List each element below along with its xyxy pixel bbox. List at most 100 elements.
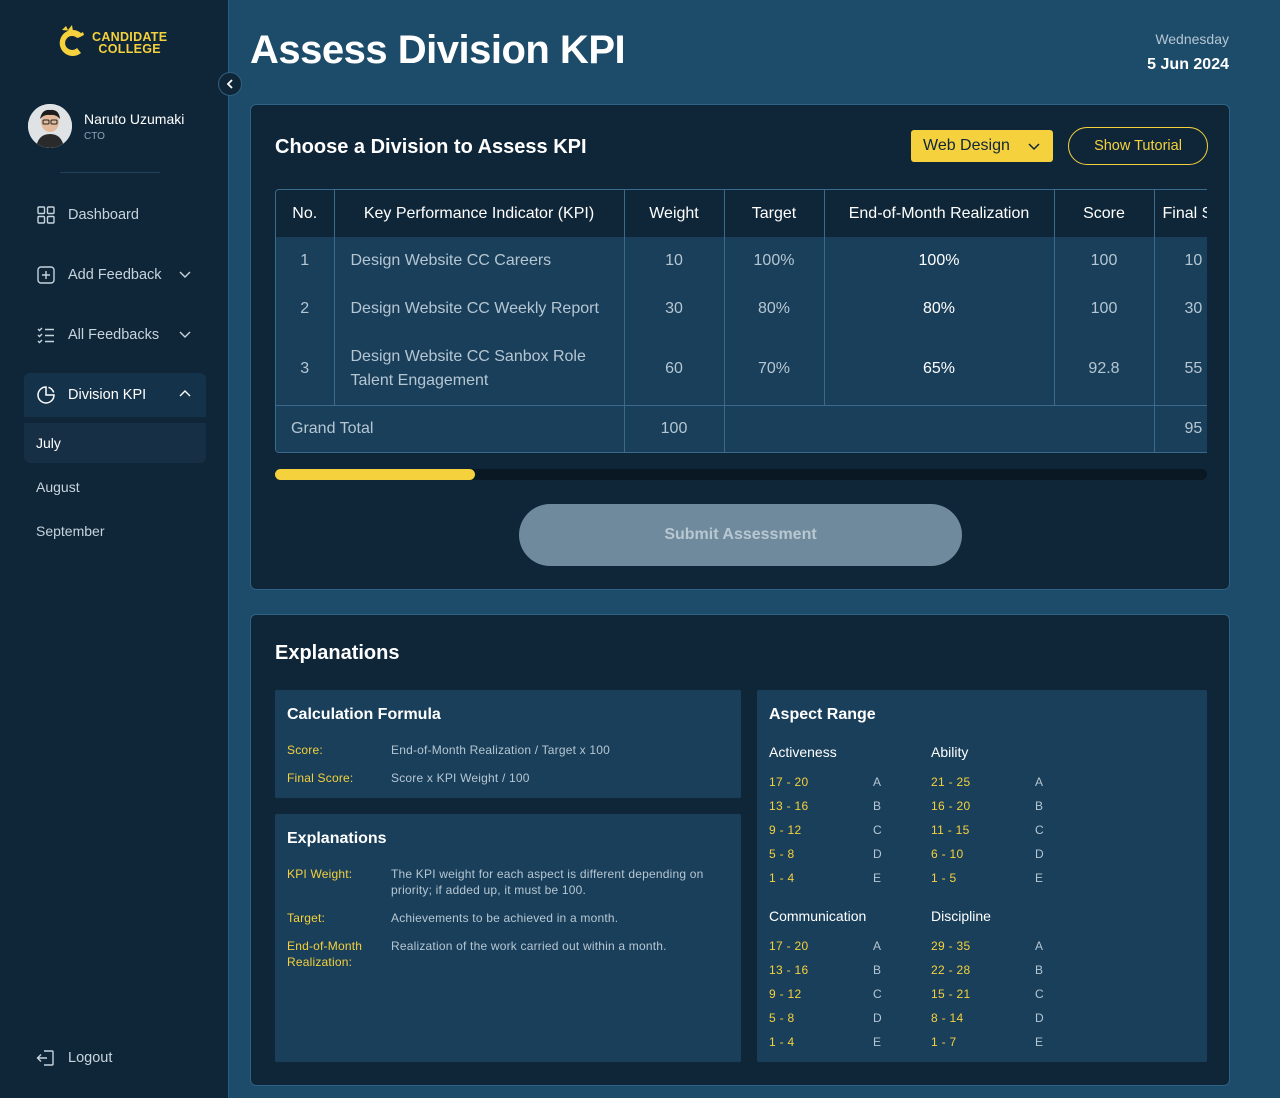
cell-realization[interactable]: 100%: [824, 237, 1055, 285]
logout-label: Logout: [68, 1050, 113, 1066]
sidebar-subitem-september[interactable]: September: [36, 523, 105, 539]
sidebar-item-label: All Feedbacks: [68, 327, 160, 343]
avatar: [28, 104, 72, 148]
user-profile[interactable]: Naruto Uzumaki CTO: [28, 104, 184, 148]
table-row: 2 Design Website CC Weekly Report 30 80%…: [276, 285, 1207, 333]
col-header-kpi: Key Performance Indicator (KPI): [334, 190, 625, 237]
aspect-range-value: 8 - 14: [931, 1011, 964, 1025]
kpi-table: No. Key Performance Indicator (KPI) Weig…: [276, 190, 1207, 452]
cell-weight: 10: [624, 237, 725, 285]
cell-final-score: 10: [1154, 237, 1207, 285]
grid-icon: [36, 205, 56, 225]
page-title: Assess Division KPI: [250, 28, 626, 72]
sidebar: CANDIDATE COLLEGE Naruto Uzumaki CTO: [0, 0, 229, 1098]
current-date: 5 Jun 2024: [1147, 56, 1229, 73]
division-select[interactable]: Web Design: [911, 130, 1053, 162]
aspect-range-value: 1 - 4: [769, 1035, 795, 1049]
aspect-range-value: 5 - 8: [769, 1011, 795, 1025]
grand-total-empty: [724, 404, 1155, 452]
current-day: Wednesday: [1155, 31, 1229, 47]
aspect-grade: D: [1035, 1011, 1044, 1025]
cell-score: 92.8: [1054, 333, 1155, 405]
aspect-range-value: 16 - 20: [931, 799, 971, 813]
formula-value: Score x KPI Weight / 100: [391, 771, 530, 785]
table-scrollbar-thumb[interactable]: [275, 469, 476, 480]
col-header-final-score: Final Score: [1154, 190, 1207, 237]
cell-target: 80%: [724, 285, 825, 333]
submit-assessment-button[interactable]: Submit Assessment: [519, 504, 962, 566]
formula-label: Score:: [287, 743, 323, 757]
logout-icon: [36, 1050, 54, 1066]
definition-value: Achievements to be achieved in a month.: [391, 911, 619, 925]
show-tutorial-button[interactable]: Show Tutorial: [1068, 127, 1208, 165]
aspect-grade: A: [1035, 775, 1044, 789]
col-header-realization: End-of-Month Realization: [824, 190, 1055, 237]
cell-target: 100%: [724, 237, 825, 285]
candidate-college-logo-icon: [59, 25, 84, 56]
cell-score: 100: [1054, 237, 1155, 285]
aspect-range-panel: Aspect Range Activeness 17 - 20 A 13 - 16 B 9…: [757, 690, 1207, 1062]
table-row: 1 Design Website CC Careers 10 100% 100%…: [276, 237, 1207, 285]
aspect-grade: A: [873, 775, 882, 789]
checklist-icon: [36, 325, 56, 345]
cell-kpi: Design Website CC Sanbox Role Talent Eng…: [334, 333, 625, 405]
sidebar-subitem-july[interactable]: July: [24, 423, 206, 463]
aspect-group-name: Activeness: [769, 744, 837, 760]
aspect-range-value: 13 - 16: [769, 963, 809, 977]
aspect-range-value: 17 - 20: [769, 775, 809, 789]
definition-label: Target:: [287, 911, 326, 925]
plus-square-icon: [36, 265, 56, 285]
table-header-row: No. Key Performance Indicator (KPI) Weig…: [276, 190, 1207, 237]
aspect-range-value: 13 - 16: [769, 799, 809, 813]
aspect-grade: E: [873, 871, 882, 885]
table-row: 3 Design Website CC Sanbox Role Talent E…: [276, 333, 1207, 405]
definitions-title: Explanations: [287, 830, 387, 847]
sidebar-subitem-august[interactable]: August: [36, 479, 80, 495]
aspect-grade: A: [1035, 939, 1044, 953]
explanations-card: Explanations Calculation Formula Score: …: [250, 614, 1230, 1086]
aspect-grade: E: [873, 1035, 882, 1049]
cell-kpi: Design Website CC Careers: [334, 237, 625, 285]
sidebar-item-label: Add Feedback: [68, 267, 162, 283]
aspect-grade: A: [873, 939, 882, 953]
cell-final-score: 30: [1154, 285, 1207, 333]
assess-kpi-card: Choose a Division to Assess KPI Web Desi…: [250, 104, 1230, 590]
formula-label: Final Score:: [287, 771, 354, 785]
cell-realization[interactable]: 65%: [824, 333, 1055, 405]
sidebar-item-label: Division KPI: [68, 387, 147, 403]
cell-weight: 60: [624, 333, 725, 405]
cell-no: 3: [276, 333, 335, 405]
aspect-grade: C: [873, 823, 882, 837]
brand-logo[interactable]: CANDIDATE COLLEGE: [56, 24, 167, 62]
col-header-weight: Weight: [624, 190, 725, 237]
grand-total-weight: 100: [624, 404, 725, 452]
cell-weight: 30: [624, 285, 725, 333]
chevron-up-icon: [179, 390, 191, 397]
aspect-range-value: 5 - 8: [769, 847, 795, 861]
sidebar-item-dashboard[interactable]: Dashboard: [24, 193, 206, 237]
grand-total-label: Grand Total: [276, 404, 625, 452]
formula-value: End-of-Month Realization / Target x 100: [391, 743, 611, 757]
logout-button[interactable]: Logout: [36, 1048, 112, 1068]
user-name: Naruto Uzumaki: [84, 110, 185, 127]
chevron-down-icon: [1028, 143, 1040, 151]
definition-label: End-of-Month Realization:: [287, 939, 363, 969]
aspect-range-value: 1 - 7: [931, 1035, 957, 1049]
aspect-group-name: Ability: [931, 744, 969, 760]
definitions-panel: Explanations KPI Weight: The KPI weight …: [275, 814, 741, 1062]
table-scrollbar[interactable]: [275, 469, 1207, 480]
sidebar-collapse-button[interactable]: [218, 72, 242, 96]
cell-realization[interactable]: 80%: [824, 285, 1055, 333]
kpi-table-container[interactable]: No. Key Performance Indicator (KPI) Weig…: [275, 189, 1207, 453]
sidebar-item-all-feedbacks[interactable]: All Feedbacks: [24, 313, 206, 357]
sidebar-item-division-kpi[interactable]: Division KPI: [24, 373, 206, 417]
definition-value: The KPI weight for each aspect is differ…: [391, 867, 704, 897]
chevron-down-icon: [179, 271, 191, 278]
definition-value: Realization of the work carried out with…: [391, 939, 667, 953]
cell-target: 70%: [724, 333, 825, 405]
formula-title: Calculation Formula: [287, 706, 441, 723]
aspect-range-value: 9 - 12: [769, 987, 802, 1001]
aspect-grade: E: [1035, 871, 1044, 885]
sidebar-item-add-feedback[interactable]: Add Feedback: [24, 253, 206, 297]
aspect-grade: D: [873, 1011, 882, 1025]
